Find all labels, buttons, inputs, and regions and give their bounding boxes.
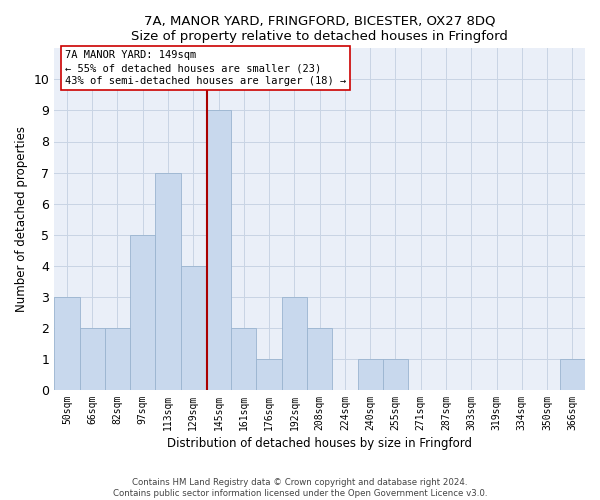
Bar <box>105 328 130 390</box>
Bar <box>181 266 206 390</box>
Bar <box>155 172 181 390</box>
Text: 7A MANOR YARD: 149sqm
← 55% of detached houses are smaller (23)
43% of semi-deta: 7A MANOR YARD: 149sqm ← 55% of detached … <box>65 50 346 86</box>
Text: Contains HM Land Registry data © Crown copyright and database right 2024.
Contai: Contains HM Land Registry data © Crown c… <box>113 478 487 498</box>
Bar <box>54 297 80 390</box>
X-axis label: Distribution of detached houses by size in Fringford: Distribution of detached houses by size … <box>167 437 472 450</box>
Bar <box>130 234 155 390</box>
Bar <box>560 359 585 390</box>
Bar <box>231 328 256 390</box>
Title: 7A, MANOR YARD, FRINGFORD, BICESTER, OX27 8DQ
Size of property relative to detac: 7A, MANOR YARD, FRINGFORD, BICESTER, OX2… <box>131 15 508 43</box>
Bar <box>80 328 105 390</box>
Bar <box>206 110 231 390</box>
Y-axis label: Number of detached properties: Number of detached properties <box>15 126 28 312</box>
Bar <box>282 297 307 390</box>
Bar <box>256 359 282 390</box>
Bar <box>307 328 332 390</box>
Bar <box>358 359 383 390</box>
Bar <box>383 359 408 390</box>
